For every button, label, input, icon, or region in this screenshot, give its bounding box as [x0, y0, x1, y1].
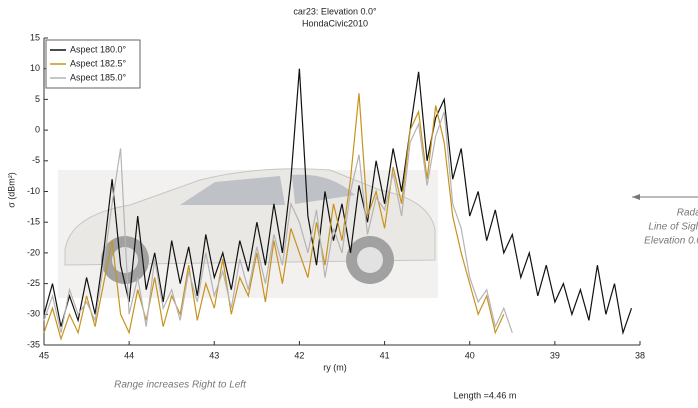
y-tick-label: -25: [27, 278, 40, 288]
annotation: Range increases Right to Left: [114, 380, 247, 391]
annotation: Radar: [677, 208, 698, 219]
annotation: Length =4.46 m: [454, 390, 517, 400]
y-tick-label: 15: [30, 32, 40, 42]
chart-title: car23: Elevation 0.0°: [293, 6, 377, 16]
x-tick-label: 45: [39, 350, 49, 360]
y-tick-label: 0: [35, 124, 40, 134]
y-tick-label: 5: [35, 94, 40, 104]
y-tick-label: -20: [27, 247, 40, 257]
y-tick-label: -5: [32, 155, 40, 165]
y-tick-label: -15: [27, 217, 40, 227]
x-tick-label: 40: [465, 350, 475, 360]
y-axis-label: σ (dBm²): [6, 172, 16, 208]
radar-arrowhead: [632, 194, 640, 200]
legend-label: Aspect 182.5°: [70, 58, 127, 68]
annotation: Elevation 0.0°: [644, 236, 698, 247]
x-tick-label: 43: [209, 350, 219, 360]
x-tick-label: 44: [124, 350, 134, 360]
y-tick-label: -30: [27, 309, 40, 319]
y-tick-label: -10: [27, 186, 40, 196]
y-tick-label: -35: [27, 339, 40, 349]
series-line: [43, 93, 505, 341]
chart-subtitle: HondaCivic2010: [302, 18, 368, 28]
legend-label: Aspect 185.0°: [70, 72, 127, 82]
x-tick-label: 42: [294, 350, 304, 360]
x-tick-label: 38: [635, 350, 645, 360]
x-tick-label: 39: [550, 350, 560, 360]
x-axis-label: ry (m): [323, 362, 347, 372]
annotation: Line of Sight: [648, 222, 698, 233]
car-photo: [58, 168, 438, 298]
series-line: [43, 111, 513, 333]
y-tick-label: 10: [30, 63, 40, 73]
x-tick-label: 41: [380, 350, 390, 360]
legend-label: Aspect 180.0°: [70, 44, 127, 54]
